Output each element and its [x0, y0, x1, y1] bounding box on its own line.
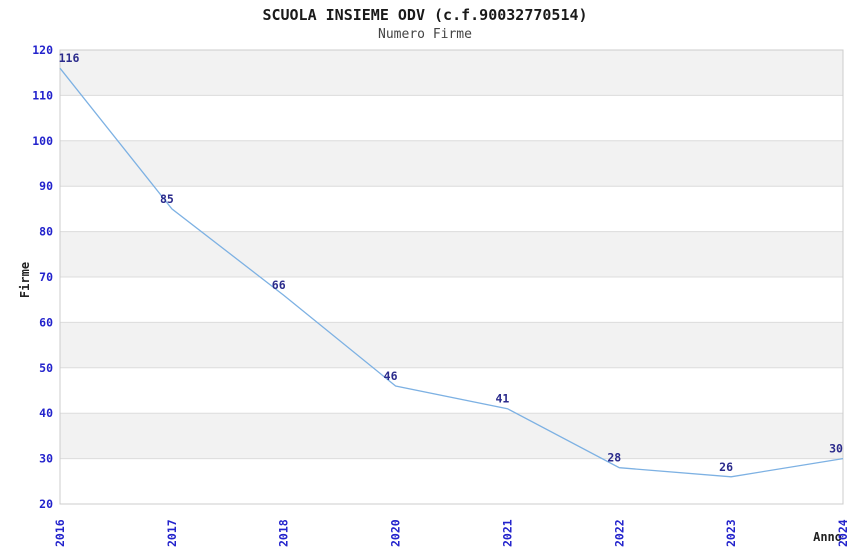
data-label: 30 [829, 442, 843, 456]
y-tick-label: 20 [39, 497, 53, 511]
y-tick-label: 100 [32, 134, 53, 148]
x-tick-label: 2022 [612, 519, 626, 547]
x-axis-title: Anno [813, 530, 842, 544]
y-tick-label: 70 [39, 270, 53, 284]
plot-band [60, 140, 843, 187]
y-tick-label: 110 [32, 88, 53, 102]
x-tick-label: 2020 [389, 519, 403, 547]
y-tick-label: 30 [39, 452, 53, 466]
y-tick-label: 60 [39, 315, 53, 329]
plot-band [60, 50, 843, 96]
data-label: 116 [59, 51, 80, 65]
series-line [59, 67, 844, 478]
chart-subtitle: Numero Firme [378, 27, 472, 42]
plot-band [60, 367, 843, 414]
y-tick-label: 120 [32, 43, 53, 57]
plot-band [60, 458, 843, 504]
plot-band [60, 95, 843, 141]
x-tick-label: 2017 [165, 519, 179, 547]
plot-band [60, 277, 843, 323]
data-label: 85 [160, 192, 174, 206]
plot-band [60, 231, 843, 277]
x-tick-label: 2023 [724, 519, 738, 547]
data-label: 28 [607, 451, 621, 465]
x-tick-label: 2021 [500, 519, 514, 547]
data-label: 26 [719, 460, 733, 474]
y-tick-label: 50 [39, 361, 53, 375]
plot-band [60, 322, 843, 368]
x-tick-label: 2018 [277, 519, 291, 547]
data-label: 46 [384, 369, 398, 383]
x-tick-label: 2024 [836, 519, 850, 547]
plot-band [60, 186, 843, 232]
y-tick-label: 40 [39, 406, 53, 420]
data-label: 41 [495, 392, 509, 406]
data-label: 66 [272, 278, 286, 292]
plot-band [60, 413, 843, 459]
y-tick-label: 80 [39, 225, 53, 239]
plot-border [59, 49, 844, 505]
y-tick-label: 90 [39, 179, 53, 193]
x-tick-label: 2016 [53, 519, 67, 547]
chart-title: SCUOLA INSIEME ODV (c.f.90032770514) [262, 6, 588, 24]
